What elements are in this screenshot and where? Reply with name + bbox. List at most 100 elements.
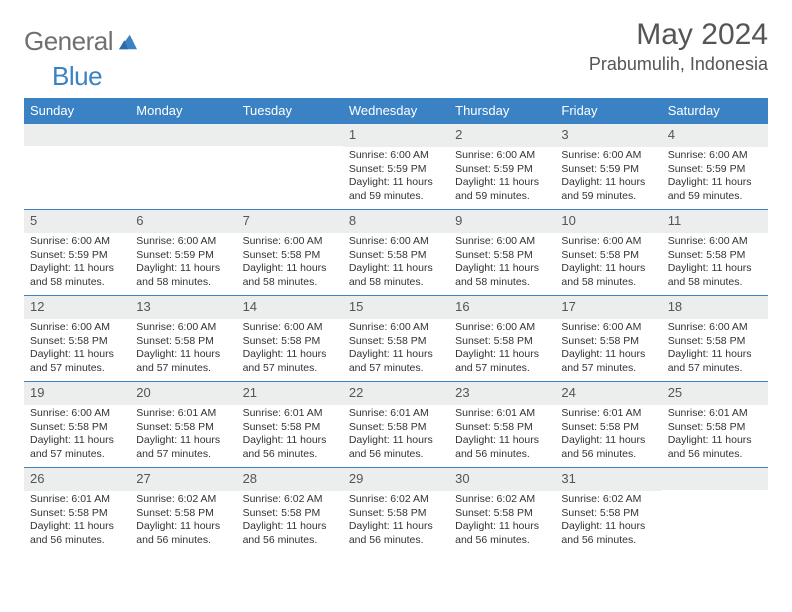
day-number: 23 <box>449 382 555 405</box>
day-info-line: Daylight: 11 hours and 56 minutes. <box>136 520 230 547</box>
day-body: Sunrise: 6:00 AMSunset: 5:58 PMDaylight:… <box>449 233 555 294</box>
day-body: Sunrise: 6:00 AMSunset: 5:58 PMDaylight:… <box>662 233 768 294</box>
day-cell-31: 31Sunrise: 6:02 AMSunset: 5:58 PMDayligh… <box>555 468 661 554</box>
day-cell-17: 17Sunrise: 6:00 AMSunset: 5:58 PMDayligh… <box>555 296 661 382</box>
day-body: Sunrise: 6:01 AMSunset: 5:58 PMDaylight:… <box>555 405 661 466</box>
calendar-table: SundayMondayTuesdayWednesdayThursdayFrid… <box>24 98 768 554</box>
day-body: Sunrise: 6:00 AMSunset: 5:58 PMDaylight:… <box>662 319 768 380</box>
day-info-line: Daylight: 11 hours and 58 minutes. <box>561 262 655 289</box>
day-number: 25 <box>662 382 768 405</box>
day-info-line: Daylight: 11 hours and 58 minutes. <box>349 262 443 289</box>
day-body: Sunrise: 6:00 AMSunset: 5:58 PMDaylight:… <box>343 233 449 294</box>
day-info-line: Daylight: 11 hours and 59 minutes. <box>561 176 655 203</box>
day-info-line: Sunset: 5:59 PM <box>561 163 655 177</box>
day-info-line: Sunrise: 6:02 AM <box>455 493 549 507</box>
day-info-line: Sunrise: 6:02 AM <box>561 493 655 507</box>
day-info-line: Daylight: 11 hours and 57 minutes. <box>561 348 655 375</box>
day-info-line: Daylight: 11 hours and 57 minutes. <box>30 348 124 375</box>
day-info-line: Daylight: 11 hours and 56 minutes. <box>455 520 549 547</box>
day-info-line: Sunset: 5:58 PM <box>136 507 230 521</box>
day-cell-12: 12Sunrise: 6:00 AMSunset: 5:58 PMDayligh… <box>24 296 130 382</box>
day-info-line: Daylight: 11 hours and 57 minutes. <box>136 434 230 461</box>
day-info-line: Sunrise: 6:00 AM <box>668 149 762 163</box>
day-cell-6: 6Sunrise: 6:00 AMSunset: 5:59 PMDaylight… <box>130 210 236 296</box>
day-info-line: Daylight: 11 hours and 58 minutes. <box>455 262 549 289</box>
day-info-line: Sunrise: 6:00 AM <box>349 321 443 335</box>
day-info-line: Daylight: 11 hours and 57 minutes. <box>349 348 443 375</box>
day-number: 13 <box>130 296 236 319</box>
day-info-line: Sunrise: 6:00 AM <box>561 149 655 163</box>
day-info-line: Sunrise: 6:01 AM <box>243 407 337 421</box>
day-number: 31 <box>555 468 661 491</box>
day-cell-15: 15Sunrise: 6:00 AMSunset: 5:58 PMDayligh… <box>343 296 449 382</box>
day-info-line: Sunset: 5:58 PM <box>349 421 443 435</box>
day-number: 29 <box>343 468 449 491</box>
day-info-line: Sunset: 5:58 PM <box>349 335 443 349</box>
day-info-line: Sunset: 5:58 PM <box>455 507 549 521</box>
day-number: 8 <box>343 210 449 233</box>
day-body: Sunrise: 6:00 AMSunset: 5:59 PMDaylight:… <box>130 233 236 294</box>
day-info-line: Daylight: 11 hours and 56 minutes. <box>561 520 655 547</box>
day-number: 9 <box>449 210 555 233</box>
day-info-line: Sunset: 5:58 PM <box>136 335 230 349</box>
day-body: Sunrise: 6:01 AMSunset: 5:58 PMDaylight:… <box>449 405 555 466</box>
day-cell-empty <box>130 124 236 210</box>
day-number: 26 <box>24 468 130 491</box>
day-info-line: Daylight: 11 hours and 56 minutes. <box>349 434 443 461</box>
day-info-line: Sunrise: 6:00 AM <box>349 235 443 249</box>
day-info-line: Daylight: 11 hours and 56 minutes. <box>30 520 124 547</box>
day-cell-27: 27Sunrise: 6:02 AMSunset: 5:58 PMDayligh… <box>130 468 236 554</box>
day-info-line: Daylight: 11 hours and 59 minutes. <box>455 176 549 203</box>
day-body: Sunrise: 6:00 AMSunset: 5:58 PMDaylight:… <box>449 319 555 380</box>
day-body: Sunrise: 6:01 AMSunset: 5:58 PMDaylight:… <box>130 405 236 466</box>
day-info-line: Sunrise: 6:00 AM <box>455 149 549 163</box>
day-info-line: Sunrise: 6:01 AM <box>455 407 549 421</box>
day-body: Sunrise: 6:00 AMSunset: 5:59 PMDaylight:… <box>343 147 449 208</box>
logo-text-blue: Blue <box>52 61 102 91</box>
day-info-line: Sunrise: 6:00 AM <box>30 321 124 335</box>
day-header-saturday: Saturday <box>662 98 768 124</box>
day-number: 11 <box>662 210 768 233</box>
day-info-line: Sunset: 5:58 PM <box>30 507 124 521</box>
day-body: Sunrise: 6:00 AMSunset: 5:58 PMDaylight:… <box>24 405 130 466</box>
day-info-line: Daylight: 11 hours and 57 minutes. <box>136 348 230 375</box>
day-info-line: Daylight: 11 hours and 58 minutes. <box>136 262 230 289</box>
day-body: Sunrise: 6:00 AMSunset: 5:58 PMDaylight:… <box>24 319 130 380</box>
week-row: 26Sunrise: 6:01 AMSunset: 5:58 PMDayligh… <box>24 468 768 554</box>
day-body: Sunrise: 6:01 AMSunset: 5:58 PMDaylight:… <box>237 405 343 466</box>
day-info-line: Sunset: 5:59 PM <box>349 163 443 177</box>
day-info-line: Sunset: 5:59 PM <box>455 163 549 177</box>
day-number-empty <box>237 124 343 146</box>
logo-text-general: General <box>24 26 113 57</box>
day-info-line: Sunset: 5:58 PM <box>136 421 230 435</box>
day-body: Sunrise: 6:00 AMSunset: 5:59 PMDaylight:… <box>555 147 661 208</box>
day-info-line: Daylight: 11 hours and 56 minutes. <box>349 520 443 547</box>
day-info-line: Sunrise: 6:00 AM <box>243 321 337 335</box>
day-cell-26: 26Sunrise: 6:01 AMSunset: 5:58 PMDayligh… <box>24 468 130 554</box>
day-info-line: Sunrise: 6:00 AM <box>243 235 337 249</box>
day-header-wednesday: Wednesday <box>343 98 449 124</box>
day-info-line: Sunrise: 6:00 AM <box>30 235 124 249</box>
day-info-line: Sunrise: 6:00 AM <box>136 235 230 249</box>
day-body: Sunrise: 6:00 AMSunset: 5:58 PMDaylight:… <box>237 319 343 380</box>
day-number: 30 <box>449 468 555 491</box>
day-number-empty <box>662 468 768 490</box>
day-body: Sunrise: 6:02 AMSunset: 5:58 PMDaylight:… <box>343 491 449 552</box>
day-cell-23: 23Sunrise: 6:01 AMSunset: 5:58 PMDayligh… <box>449 382 555 468</box>
day-info-line: Sunset: 5:59 PM <box>668 163 762 177</box>
day-header-row: SundayMondayTuesdayWednesdayThursdayFrid… <box>24 98 768 124</box>
day-info-line: Sunset: 5:58 PM <box>455 249 549 263</box>
day-info-line: Daylight: 11 hours and 56 minutes. <box>243 434 337 461</box>
day-number: 17 <box>555 296 661 319</box>
logo: General <box>24 18 141 57</box>
day-info-line: Daylight: 11 hours and 59 minutes. <box>668 176 762 203</box>
day-number: 28 <box>237 468 343 491</box>
day-body: Sunrise: 6:00 AMSunset: 5:58 PMDaylight:… <box>343 319 449 380</box>
day-cell-16: 16Sunrise: 6:00 AMSunset: 5:58 PMDayligh… <box>449 296 555 382</box>
day-info-line: Sunset: 5:58 PM <box>455 335 549 349</box>
day-info-line: Sunset: 5:58 PM <box>349 507 443 521</box>
day-info-line: Sunset: 5:58 PM <box>561 507 655 521</box>
day-info-line: Sunrise: 6:00 AM <box>561 235 655 249</box>
day-info-line: Daylight: 11 hours and 57 minutes. <box>243 348 337 375</box>
day-body: Sunrise: 6:02 AMSunset: 5:58 PMDaylight:… <box>555 491 661 552</box>
